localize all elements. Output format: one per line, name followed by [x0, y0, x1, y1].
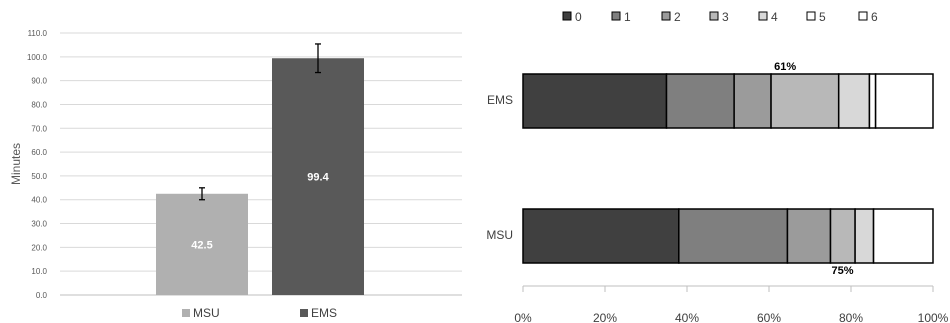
legend-swatch-0 [562, 11, 572, 21]
legend-swatch-5 [806, 11, 816, 21]
segment-ems-2 [733, 73, 772, 129]
legend-swatch-msu [182, 309, 190, 317]
segment-ems-5 [868, 73, 877, 129]
x-tick-label: 0% [514, 311, 532, 323]
y-tick-label: 110.0 [28, 29, 48, 38]
legend-label: EMS [311, 306, 337, 320]
segment-ems-3 [770, 73, 840, 129]
bars: 42.5 99.4 [156, 43, 364, 296]
legend: MSU EMS [182, 306, 337, 320]
x-tick-label: 40% [675, 311, 699, 323]
y-tick-label: 70.0 [31, 124, 47, 133]
legend-label: 1 [624, 10, 631, 24]
x-tick-label: 20% [593, 311, 617, 323]
legend-label: 0 [575, 10, 582, 24]
y-axis-title: Minutes [9, 143, 23, 185]
y-tick-label: 60.0 [31, 148, 47, 157]
segment-ems-1 [665, 73, 735, 129]
y-tick-label: 20.0 [31, 243, 47, 252]
legend-label: 5 [819, 10, 826, 24]
segment-msu-3 [829, 208, 856, 264]
y-tick-label: 50.0 [31, 172, 47, 181]
y-tick-label: 90.0 [31, 77, 47, 86]
legend-swatch-6 [858, 11, 868, 21]
gridlines [60, 32, 462, 296]
legend-swatch-2 [661, 11, 671, 21]
segment-msu-1 [678, 208, 789, 264]
bar-chart-minutes: 0.0 10.0 20.0 30.0 40.0 50.0 60.0 70.0 80.0 90.0 1… [9, 29, 462, 320]
y-tick-label: 100.0 [27, 53, 48, 62]
y-tick-label: 10.0 [31, 267, 47, 276]
legend-swatch-1 [611, 11, 621, 21]
legend-label: 2 [674, 10, 681, 24]
y-tick-label: 40.0 [31, 196, 47, 205]
stacked-bar-chart: 0 1 2 3 4 5 6 EMS MSU 61% 75% 0% 20% 40% 60% 80% 100% [486, 10, 948, 323]
category-label: MSU [486, 228, 513, 242]
y-tick-label: 80.0 [31, 100, 47, 109]
segment-msu-6 [872, 208, 934, 264]
segment-msu-0 [522, 208, 680, 264]
segment-ems-0 [522, 73, 668, 129]
legend-label: MSU [193, 306, 220, 320]
stacked-bars: EMS MSU 61% 75% [486, 61, 934, 277]
segment-ems-6 [874, 73, 934, 129]
legend: 0 1 2 3 4 5 6 [562, 10, 878, 24]
x-axis: 0% 20% 40% 60% 80% 100% [514, 285, 949, 323]
y-axis-ticks: 0.0 10.0 20.0 30.0 40.0 50.0 60.0 70.0 80.0 90.0 1… [27, 29, 48, 300]
segment-msu-2 [786, 208, 832, 264]
segment-msu-4 [854, 208, 875, 264]
legend-label: 4 [771, 10, 778, 24]
y-tick-label: 0.0 [36, 291, 48, 300]
x-tick-label: 80% [839, 311, 863, 323]
segment-ems-4 [837, 73, 871, 129]
y-tick-label: 30.0 [31, 220, 47, 229]
legend-swatch-3 [709, 11, 719, 21]
x-tick-label: 60% [757, 311, 781, 323]
category-label: EMS [487, 93, 513, 107]
legend-label: 6 [871, 10, 878, 24]
legend-label: 3 [722, 10, 729, 24]
data-label: 99.4 [307, 172, 329, 184]
legend-swatch-ems [300, 309, 308, 317]
annotation-label: 61% [774, 61, 796, 73]
bar-ems [272, 58, 364, 296]
bar-msu [156, 193, 248, 295]
x-tick-label: 100% [918, 311, 949, 323]
data-label: 42.5 [191, 239, 212, 251]
annotation-label: 75% [832, 265, 854, 277]
legend-swatch-4 [758, 11, 768, 21]
